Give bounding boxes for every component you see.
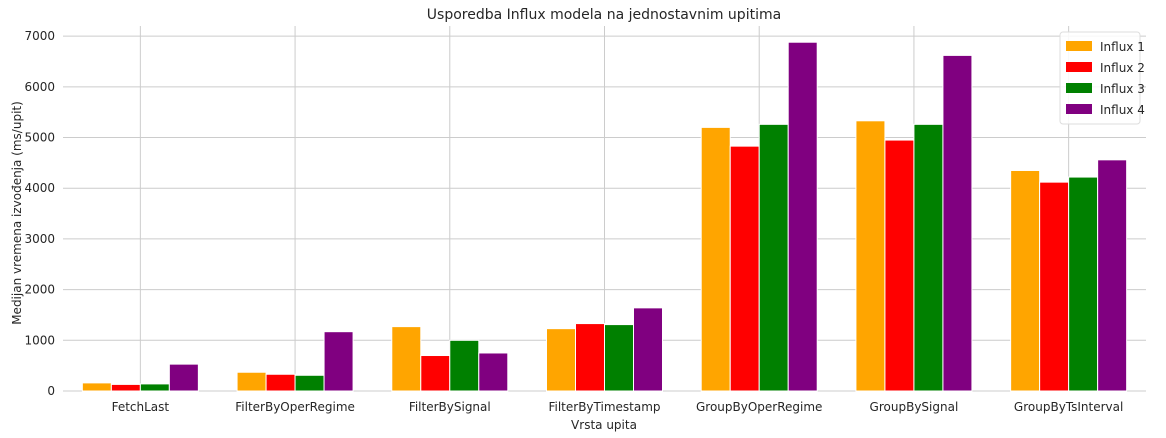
bar-influx-2-groupbytsinterval (1039, 181, 1070, 392)
bar-influx-1-groupbyoperregime (700, 126, 731, 392)
x-axis-label: Vrsta upita (571, 418, 637, 432)
y-tick-label: 5000 (24, 131, 55, 145)
legend-frame (1059, 31, 1141, 125)
chart-title: Usporedba Influx modela na jednostavnim … (427, 7, 781, 23)
bar-influx-3-filterbyoperregime (294, 374, 325, 392)
bar-influx-4-groupbysignal (942, 54, 973, 392)
bar-influx-3-filterbysignal (449, 339, 480, 392)
bar-influx-1-groupbytsinterval (1010, 169, 1041, 392)
bar-influx-4-groupbyoperregime (787, 41, 818, 392)
bar-influx-2-filterbyoperregime (265, 373, 296, 392)
legend-swatch (1066, 62, 1092, 72)
legend-swatch (1066, 104, 1092, 114)
bar-influx-1-fetchlast (81, 382, 112, 392)
x-tick-label: FilterByOperRegime (235, 400, 355, 414)
legend: Influx 1 Influx 2 Influx 3 Influx 4 (1059, 31, 1145, 125)
legend-swatch (1066, 41, 1092, 51)
legend-swatch (1066, 83, 1092, 93)
bar-influx-2-filterbysignal (420, 355, 451, 392)
bar-influx-4-filterbytimestamp (633, 307, 663, 392)
y-tick-label: 3000 (24, 232, 55, 246)
y-tick-label: 1000 (24, 333, 55, 347)
y-tick-label: 6000 (24, 80, 55, 94)
bar-influx-1-filterbyoperregime (236, 371, 267, 392)
x-tick-label: GroupBySignal (870, 400, 959, 414)
bar-influx-3-fetchlast (139, 383, 170, 392)
bar-influx-3-groupbysignal (913, 123, 944, 392)
y-tick-labels: 0 1000 2000 3000 4000 5000 6000 7000 (24, 29, 55, 398)
y-tick-label: 7000 (24, 29, 55, 43)
bar-influx-2-fetchlast (110, 383, 141, 392)
y-tick-label: 4000 (24, 181, 55, 195)
bar-influx-3-filterbytimestamp (604, 324, 634, 392)
bar-influx-1-groupbysignal (855, 120, 886, 392)
bar-influx-1-filterbytimestamp (546, 328, 576, 392)
legend-label: Influx 1 (1100, 40, 1145, 54)
x-tick-label: FilterByTimestamp (548, 400, 660, 414)
x-tick-label: FilterBySignal (409, 400, 491, 414)
bar-influx-3-groupbytsinterval (1068, 176, 1099, 392)
y-axis-label: Medijan vremena izvođenja (ms/upit) (10, 101, 24, 325)
bar-influx-4-filterbysignal (478, 352, 509, 392)
bar-influx-2-groupbysignal (884, 139, 915, 392)
bar-influx-4-fetchlast (168, 363, 199, 392)
bar-influx-2-filterbytimestamp (575, 323, 605, 392)
bar-influx-2-groupbyoperregime (729, 145, 760, 392)
y-tick-label: 0 (47, 384, 55, 398)
x-tick-label: GroupByOperRegime (696, 400, 822, 414)
legend-label: Influx 4 (1100, 103, 1145, 117)
bar-influx-1-filterbysignal (391, 326, 422, 392)
bar-influx-4-groupbytsinterval (1097, 159, 1128, 392)
y-tick-label: 2000 (24, 283, 55, 297)
bar-influx-4-filterbyoperregime (323, 331, 354, 392)
x-tick-label: GroupByTsInterval (1014, 400, 1123, 414)
legend-label: Influx 2 (1100, 61, 1145, 75)
bars (81, 41, 1128, 392)
x-tick-label: FetchLast (112, 400, 170, 414)
legend-label: Influx 3 (1100, 82, 1145, 96)
x-tick-labels: FetchLast FilterByOperRegime FilterBySigna… (112, 400, 1124, 414)
bar-influx-3-groupbyoperregime (758, 123, 789, 392)
